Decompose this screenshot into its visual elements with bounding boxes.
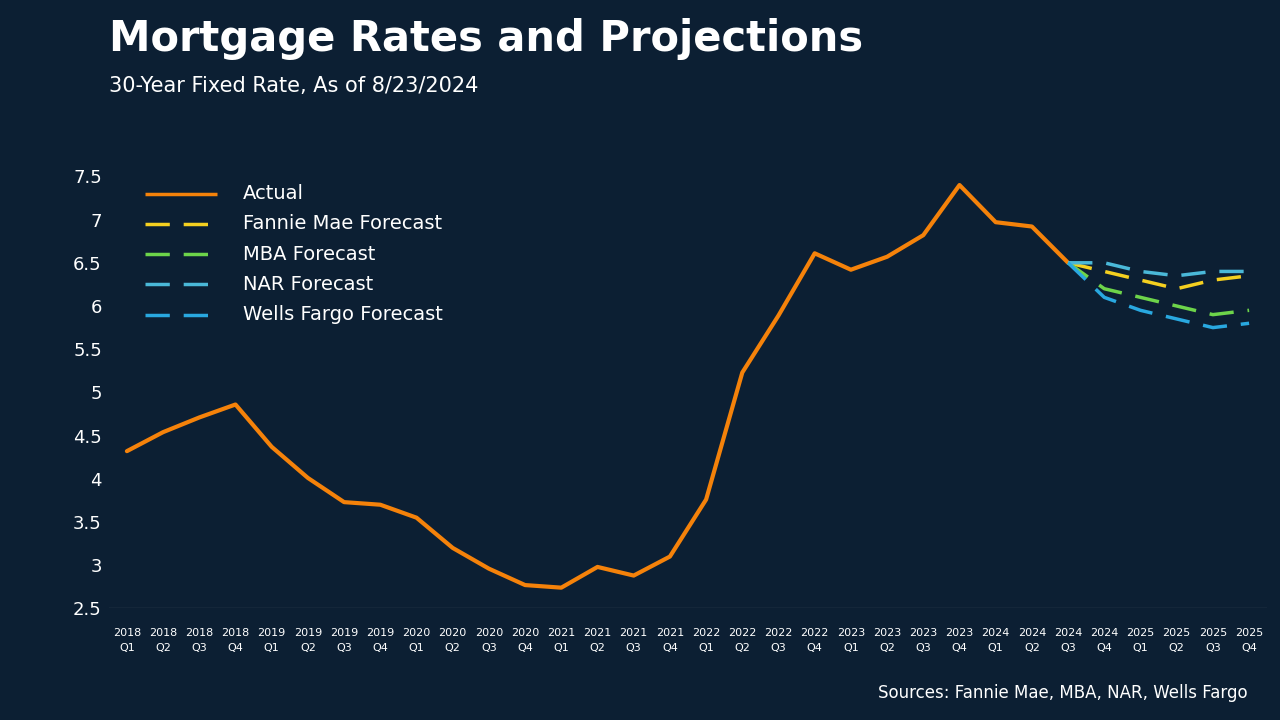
Text: 2023: 2023	[946, 628, 974, 638]
Text: 30-Year Fixed Rate, As of 8/23/2024: 30-Year Fixed Rate, As of 8/23/2024	[109, 76, 479, 96]
Text: Q1: Q1	[264, 643, 279, 653]
Text: 2024: 2024	[1091, 628, 1119, 638]
Text: 2019: 2019	[294, 628, 323, 638]
Text: Q1: Q1	[1133, 643, 1148, 653]
Text: 2025: 2025	[1235, 628, 1263, 638]
Text: Wells Fargo Forecast: Wells Fargo Forecast	[243, 305, 443, 324]
Text: NAR Forecast: NAR Forecast	[243, 275, 372, 294]
Text: Q4: Q4	[1242, 643, 1257, 653]
Text: Q3: Q3	[915, 643, 931, 653]
Text: Q1: Q1	[988, 643, 1004, 653]
Text: Q4: Q4	[806, 643, 823, 653]
Text: 2023: 2023	[909, 628, 937, 638]
Text: Q4: Q4	[372, 643, 388, 653]
Text: Q2: Q2	[155, 643, 172, 653]
Text: 2019: 2019	[257, 628, 285, 638]
Text: 2018: 2018	[221, 628, 250, 638]
Text: 2020: 2020	[402, 628, 430, 638]
Text: 2021: 2021	[620, 628, 648, 638]
Text: 2022: 2022	[692, 628, 721, 638]
Text: Q3: Q3	[1204, 643, 1221, 653]
Text: Q1: Q1	[408, 643, 425, 653]
Text: Q4: Q4	[228, 643, 243, 653]
Text: 2024: 2024	[1053, 628, 1083, 638]
Text: 2019: 2019	[330, 628, 358, 638]
Text: MBA Forecast: MBA Forecast	[243, 245, 375, 264]
Text: 2022: 2022	[800, 628, 829, 638]
Text: Sources: Fannie Mae, MBA, NAR, Wells Fargo: Sources: Fannie Mae, MBA, NAR, Wells Far…	[878, 684, 1248, 702]
Text: 2020: 2020	[439, 628, 467, 638]
Text: 2020: 2020	[475, 628, 503, 638]
Text: Actual: Actual	[243, 184, 303, 203]
Text: 2024: 2024	[982, 628, 1010, 638]
Text: Q1: Q1	[553, 643, 570, 653]
Text: Q3: Q3	[481, 643, 497, 653]
Text: Q4: Q4	[951, 643, 968, 653]
Text: Mortgage Rates and Projections: Mortgage Rates and Projections	[109, 18, 863, 60]
Text: 2022: 2022	[764, 628, 792, 638]
Text: Q1: Q1	[119, 643, 134, 653]
Text: 2023: 2023	[873, 628, 901, 638]
Text: 2022: 2022	[728, 628, 756, 638]
Text: Q1: Q1	[698, 643, 714, 653]
Text: Q3: Q3	[337, 643, 352, 653]
Text: 2020: 2020	[511, 628, 539, 638]
Text: 2024: 2024	[1018, 628, 1046, 638]
Text: Q3: Q3	[771, 643, 786, 653]
Text: 2025: 2025	[1199, 628, 1228, 638]
Text: Q4: Q4	[517, 643, 532, 653]
Text: Q3: Q3	[626, 643, 641, 653]
Text: Fannie Mae Forecast: Fannie Mae Forecast	[243, 215, 442, 233]
Text: 2021: 2021	[584, 628, 612, 638]
Text: 2021: 2021	[655, 628, 684, 638]
Text: 2018: 2018	[113, 628, 141, 638]
Text: Q3: Q3	[192, 643, 207, 653]
Text: Q2: Q2	[300, 643, 316, 653]
Text: Q2: Q2	[879, 643, 895, 653]
Text: Q2: Q2	[1024, 643, 1039, 653]
Text: 2021: 2021	[547, 628, 576, 638]
Text: 2025: 2025	[1162, 628, 1190, 638]
Text: Q4: Q4	[1097, 643, 1112, 653]
Text: Q1: Q1	[844, 643, 859, 653]
Text: 2023: 2023	[837, 628, 865, 638]
Text: Q2: Q2	[735, 643, 750, 653]
Text: 2018: 2018	[148, 628, 177, 638]
Text: Q2: Q2	[1169, 643, 1184, 653]
Text: Q2: Q2	[590, 643, 605, 653]
Text: Q2: Q2	[444, 643, 461, 653]
Text: Q3: Q3	[1060, 643, 1076, 653]
Text: 2018: 2018	[186, 628, 214, 638]
Text: 2019: 2019	[366, 628, 394, 638]
Text: 2025: 2025	[1126, 628, 1155, 638]
Text: Q4: Q4	[662, 643, 678, 653]
